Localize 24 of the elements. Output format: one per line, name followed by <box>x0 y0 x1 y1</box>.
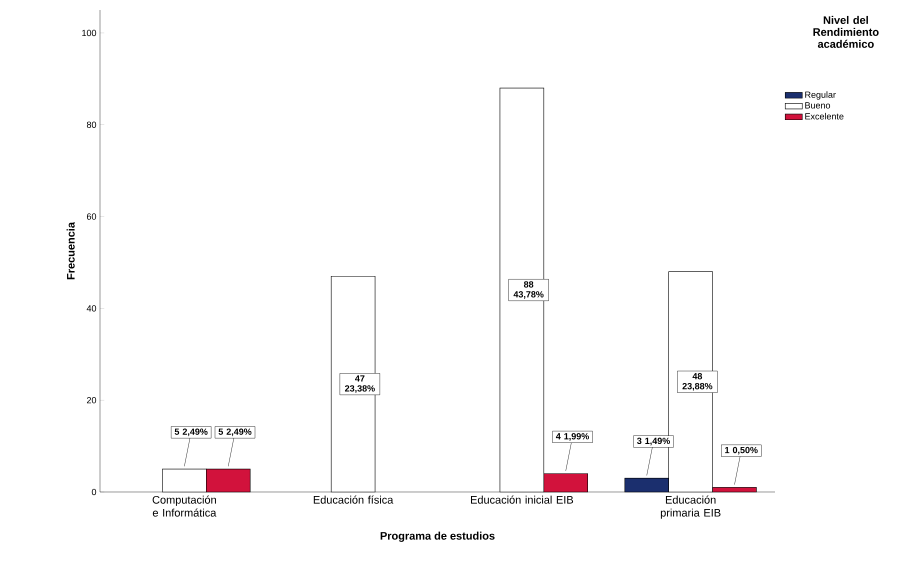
data-label: 1 0,50% <box>725 446 758 455</box>
data-label: 48 23,88% <box>682 373 712 391</box>
data-label: 5 2,49% <box>218 428 252 436</box>
x-tick-label: Educación inicial EIB <box>471 496 574 504</box>
data-label: 5 2,49% <box>174 428 208 436</box>
legend-label: Excelente <box>805 112 844 120</box>
y-tick-label: 80 <box>86 122 96 128</box>
legend-label: Regular <box>805 91 836 100</box>
y-tick-label: 40 <box>86 305 96 312</box>
y-tick-label: 0 <box>92 488 96 496</box>
x-tick-label: Educación primaria EIB <box>660 496 720 519</box>
x-axis-title: Programa de estudios <box>380 532 495 542</box>
data-label: 4 1,99% <box>556 433 589 441</box>
legend-title: Nivel del Rendimiento académico <box>813 16 879 48</box>
y-tick-label: 20 <box>86 397 96 404</box>
y-tick-label: 100 <box>82 30 96 36</box>
y-tick-label: 60 <box>86 213 96 220</box>
legend-label: Bueno <box>805 102 830 109</box>
y-axis-title: Frecuencia <box>66 222 75 280</box>
x-tick-label: Computación e Informática <box>152 496 216 517</box>
data-label: 47 23,38% <box>344 375 375 393</box>
data-label: 3 1,49% <box>637 438 670 446</box>
x-tick-label: Educación física <box>314 496 394 504</box>
data-label: 88 43,78% <box>514 281 544 299</box>
